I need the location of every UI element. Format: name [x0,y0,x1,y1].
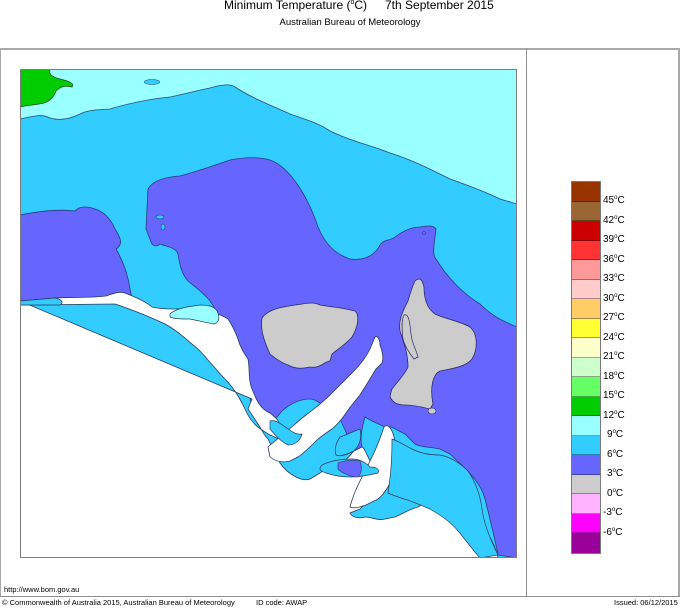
title-date: 7th September 2015 [385,0,494,12]
frame-border-top [0,48,680,50]
map-subtitle: Australian Bureau of Meteorology [279,17,421,28]
frame-border-right [678,48,680,597]
legend-label: 27oC [603,312,625,323]
legend-band [572,357,600,377]
legend-band [572,494,600,514]
legend-label: 42oC [603,214,625,226]
legend-label: -3oC [603,507,623,518]
legend-label: 3oC [607,468,624,479]
legend-band [572,435,600,455]
map-title: Minimum Temperature (oC) 7th September 2… [0,0,680,14]
frame-border-left [0,48,1,597]
legend-band [572,240,600,260]
source-url: http://www.bom.gov.au [4,585,80,594]
legend-band [572,513,600,533]
legend-band [572,377,600,397]
legend-label: -6oC [603,526,623,538]
legend-band [572,533,600,553]
legend-label: 24oC [603,331,625,343]
id-code: ID code: AWAP [256,598,308,607]
issued-date: Issued: 06/12/2015 [614,598,678,607]
legend-label: 12oC [603,409,625,421]
zone-3-6-west [20,206,133,302]
temperature-map [20,69,517,558]
zone-0-3-eyre [261,302,359,369]
color-legend [571,181,601,554]
frame-divider [526,48,527,597]
legend-label: 0oC [607,487,624,499]
legend-band [572,338,600,358]
legend-band [572,455,600,475]
legend-label: 6oC [607,448,624,460]
legend-label: 39oC [603,234,625,245]
legend-label: 30oC [603,292,625,304]
legend-band [572,474,600,494]
legend-band [572,260,600,280]
legend-label: 15oC [603,390,625,401]
legend-label: 9oC [607,429,624,440]
legend-band [572,279,600,299]
copyright-text: © Commonwealth of Australia 2015, Austra… [2,598,235,607]
legend-label: 21oC [603,351,625,362]
spencer-gulf [267,336,384,463]
legend-band [572,201,600,221]
zone-12-15 [20,69,74,108]
legend-band [572,396,600,416]
legend-label: 36oC [603,253,625,265]
legend-band [572,221,600,241]
legend-label: 33oC [603,273,625,284]
frame-border-bottom [0,596,680,597]
legend-label: 18oC [603,370,625,382]
legend-band [572,182,600,202]
legend-label: 45oC [603,195,625,206]
legend-band [572,299,600,319]
title-variable: Minimum Temperature (oC) [224,0,368,12]
legend-band [572,416,600,436]
legend-band [572,318,600,338]
